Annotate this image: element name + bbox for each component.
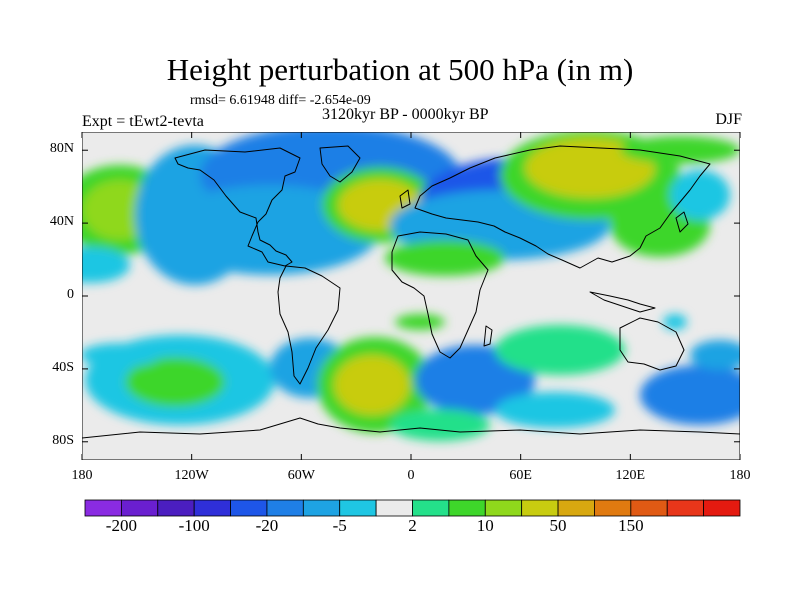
stats-line: rmsd= 6.61948 diff= -2.654e-09 xyxy=(190,93,371,108)
south-america-coast xyxy=(277,265,341,385)
greenland-coast xyxy=(319,145,361,183)
colorbar-swatch xyxy=(484,499,523,517)
lat-tick-label: 40S xyxy=(52,359,74,375)
map-field xyxy=(82,132,740,460)
spacific-negative-east xyxy=(690,340,740,370)
colorbar-swatch xyxy=(703,499,741,517)
uk-coast xyxy=(399,189,411,209)
southern-negative xyxy=(495,392,615,428)
axis-ticks xyxy=(81,132,741,460)
antarctica-coast xyxy=(82,417,740,460)
colorbar-swatch xyxy=(266,499,304,517)
plot-title: Height perturbation at 500 hPa (in m) xyxy=(166,52,634,87)
africa-coast xyxy=(391,231,489,359)
period-label: 3120kyr BP - 0000kyr BP xyxy=(322,106,489,123)
lon-tick-label: 0 xyxy=(407,468,415,483)
colorbar-swatch xyxy=(412,499,450,517)
colorbar-label: 150 xyxy=(618,516,644,535)
lon-tick-label: 120E xyxy=(615,468,646,483)
colorbar-label: -200 xyxy=(105,516,137,535)
australia-coast xyxy=(619,317,685,371)
contour-fill-layer xyxy=(82,132,740,441)
colorbar-swatch xyxy=(521,499,559,517)
season-label: DJF xyxy=(715,111,742,128)
indonesia-coast xyxy=(589,291,656,313)
colorbar-swatch xyxy=(666,499,705,517)
colorbar xyxy=(84,499,741,517)
experiment-label: Expt = tEwt2-tevta xyxy=(82,113,204,130)
colorbar-label: 10 xyxy=(476,516,494,535)
colorbar-label: -100 xyxy=(178,516,210,535)
japan-coast xyxy=(675,211,689,233)
spacific-weak-negative xyxy=(82,343,160,367)
colorbar-swatch xyxy=(120,499,159,517)
colorbar-swatch xyxy=(193,499,231,517)
southern-ocean-low xyxy=(640,365,740,425)
lat-tick-label: 80N xyxy=(49,141,74,157)
colorbar-swatch xyxy=(157,499,195,517)
wpacific-negative xyxy=(663,314,687,330)
satlantic-high-core xyxy=(334,355,410,415)
sindian-positive xyxy=(495,325,625,375)
bering-negative xyxy=(670,170,730,220)
europe-asia-coast xyxy=(414,145,711,269)
lat-tick-label: 80S xyxy=(52,432,74,448)
north-america-coast xyxy=(174,147,301,267)
colorbar-swatch xyxy=(448,499,486,517)
lon-tick-label: 180 xyxy=(71,468,93,483)
equatorial-positive xyxy=(395,314,445,330)
nafrica-positive xyxy=(385,240,505,276)
colorbar-label: 2 xyxy=(408,516,417,535)
lat-tick-label: 40N xyxy=(49,214,74,230)
lon-tick-label: 180 xyxy=(729,468,751,483)
colorbar-label: -5 xyxy=(332,516,347,535)
lon-tick-label: 120W xyxy=(174,468,209,483)
colorbar-swatch xyxy=(375,499,413,517)
colorbar-swatch xyxy=(594,499,632,517)
madagascar-coast xyxy=(483,325,493,347)
colorbar-swatch xyxy=(302,499,341,517)
arctic-positive xyxy=(620,136,740,164)
colorbar-swatch xyxy=(84,499,122,517)
antarctic-positive xyxy=(390,409,490,441)
colorbar-swatch xyxy=(557,499,595,517)
lon-tick-label: 60W xyxy=(287,468,315,483)
colorbar-swatch xyxy=(230,499,268,517)
coastlines xyxy=(82,145,740,460)
spacific-positive xyxy=(125,357,225,407)
lat-tick-label: 0 xyxy=(67,287,74,302)
colorbar-swatch xyxy=(630,499,668,517)
colorbar-label: 50 xyxy=(549,516,567,535)
colorbar-swatch xyxy=(339,499,377,517)
pacific-weak-low xyxy=(82,247,130,283)
colorbar-label: -20 xyxy=(255,516,279,535)
lon-tick-label: 60E xyxy=(509,468,532,483)
